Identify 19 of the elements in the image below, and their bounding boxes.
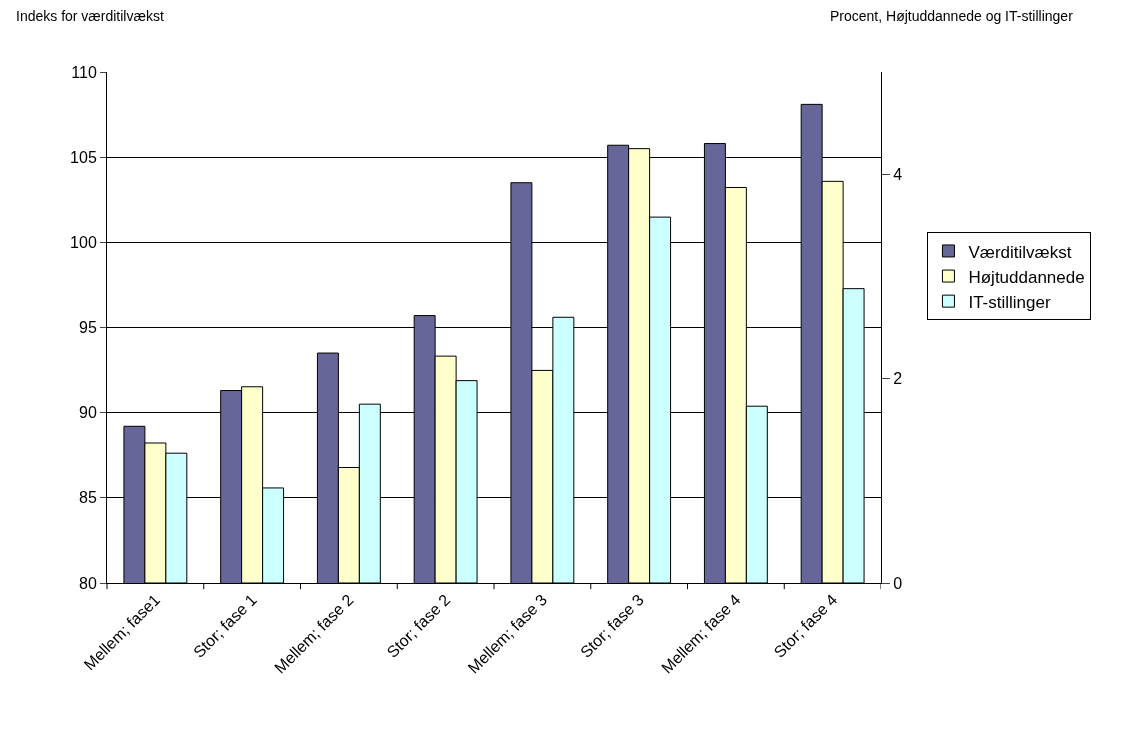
y2-tick-label: 4 (893, 165, 903, 183)
y-tick-label: 90 (79, 404, 97, 422)
y2-tick-label: 0 (893, 574, 903, 592)
y2-tick-label: 2 (893, 370, 903, 388)
x-tick-label: Stor; fase 2 (383, 590, 454, 661)
y-tick-label: 100 (70, 233, 97, 251)
y-tick-label: 85 (79, 489, 97, 507)
y-tick-label: 80 (79, 574, 97, 592)
legend-label: IT-stillinger (968, 292, 1051, 312)
y-tick-label: 105 (70, 148, 97, 166)
legend-label: Værditilvækst (968, 242, 1072, 262)
y-tick-label: 110 (71, 63, 97, 81)
y2-axis-title: Procent, Højtuddannede og IT-stillinger (830, 8, 1074, 24)
y-axis-title: Indeks for værditilvækst (16, 8, 164, 24)
x-tick-label: Stor; fase 3 (577, 590, 647, 661)
x-tick-label: Stor; fase 4 (770, 590, 841, 661)
legend-label: Højtuddannede (968, 267, 1085, 287)
y-tick-label: 95 (79, 319, 97, 337)
x-tick-label: Stor; fase 1 (190, 590, 260, 661)
